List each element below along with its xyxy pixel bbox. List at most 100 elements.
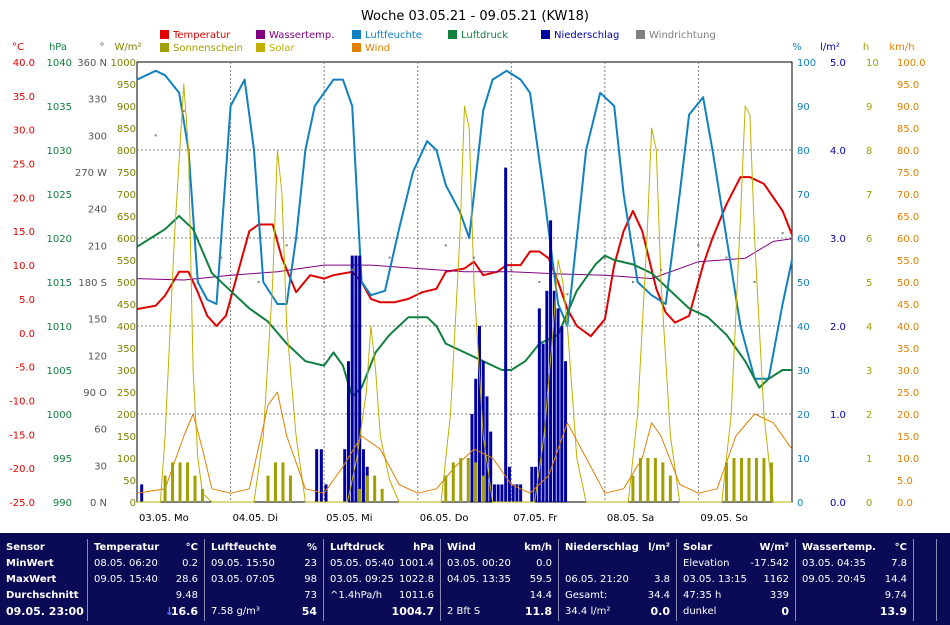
sonnenschein-bar — [646, 458, 650, 502]
temperature-max-value: 28.6 — [175, 574, 198, 585]
humidity-max-value: 98 — [304, 574, 317, 585]
niederschlag-bar — [556, 308, 560, 502]
precipitation-tick-label: 2.0 — [830, 322, 846, 333]
stats-wind-column: Wind km/h 03.05. 00:20 0.0 04.05. 13:35 59.… — [441, 539, 559, 621]
sunshine-tick-label: 7 — [866, 190, 872, 201]
sonnenschein-bar — [474, 462, 478, 502]
wind_speed-tick-label: 90.0 — [897, 102, 919, 113]
wind-max-time: 04.05. 13:35 — [447, 574, 511, 585]
solar-tick-label: 650 — [117, 212, 136, 223]
precipitation-current: 0.0 — [650, 605, 671, 618]
niederschlag-bar — [489, 431, 493, 502]
stats-sensor-column: Sensor MinWert MaxWert Durchschnitt 09.0… — [0, 539, 88, 621]
niederschlag-bar — [564, 361, 568, 502]
temperature-trend-arrow: ↓ — [164, 605, 174, 618]
solar-tick-label: 750 — [117, 168, 136, 179]
wind_speed-tick-label: 25.0 — [897, 388, 919, 399]
sonnenschein-bar — [451, 462, 455, 502]
wind-line — [136, 391, 793, 494]
humidity-tick-label: 60 — [797, 234, 810, 245]
niederschlag-bar — [560, 326, 564, 502]
chart-legend: Temperatur Wassertemp. Luftfeuchte Luftdruc… — [160, 30, 716, 54]
niederschlag-bar — [343, 449, 347, 502]
legend-swatch — [160, 30, 169, 39]
weather-week-chart: Woche 03.05.21 - 09.05.21 (KW18) Tempera… — [9, 9, 926, 524]
pressure-tick-label: 995 — [53, 454, 72, 465]
humidity-tick-label: 70 — [797, 190, 810, 201]
humidity-average: 73 — [304, 590, 317, 601]
niederschlag-bar — [530, 466, 534, 502]
windrichtung-point — [603, 256, 606, 259]
wind-direction: 2 Bft S — [447, 606, 481, 617]
windrichtung-point — [323, 281, 326, 283]
plot-border — [136, 61, 793, 503]
solar-average: 339 — [769, 590, 789, 601]
sonnenschein-bar — [732, 458, 736, 502]
sensor-min-label: MinWert — [6, 558, 54, 569]
niederschlag-bar — [507, 466, 511, 502]
pressure-tick-label: 1025 — [47, 190, 72, 201]
pressure-tick-label: 1005 — [47, 366, 72, 377]
sonnenschein-bar — [725, 462, 728, 502]
solar-tick-label: 400 — [117, 322, 136, 333]
niederschlag-bar — [492, 484, 496, 502]
stats-water-column: Wassertemp. °C 03.05. 04:35 7.8 09.05. 20:… — [796, 539, 914, 621]
sensor-now-label: 09.05. 23:00 — [6, 605, 84, 618]
sonnenschein-bar — [481, 475, 485, 502]
pressure-axis-unit: hPa — [49, 42, 67, 53]
sunshine-tick-label: 0 — [866, 498, 872, 509]
temperature-current: 16.6 — [170, 605, 198, 618]
windrichtung-point — [182, 109, 185, 112]
humidity-axis-unit: % — [792, 42, 802, 53]
legend-label: Luftdruck — [461, 30, 508, 41]
solar-tick-label: 250 — [117, 388, 136, 399]
sonnenschein-bar — [466, 458, 470, 502]
wind_speed-tick-label: 30.0 — [897, 366, 919, 377]
sonnenschein-bar — [273, 462, 277, 502]
solar-elevation-label: Elevation — [683, 558, 730, 569]
niederschlag-bar — [496, 484, 500, 502]
sonnenschein-bar — [201, 488, 204, 502]
humidity-max-time: 03.05. 07:05 — [211, 574, 275, 585]
stats-empty-column — [914, 539, 937, 621]
statistics-panel: Sensor MinWert MaxWert Durchschnitt 09.0… — [0, 533, 950, 625]
windrichtung-point — [472, 256, 475, 259]
sonnenschein-bar — [186, 462, 190, 502]
humidity-tick-label: 50 — [797, 278, 810, 289]
solar-sun-hours: 47:35 h — [683, 590, 722, 601]
sonnenschein-bar — [661, 462, 665, 502]
pressure-tick-label: 1020 — [47, 234, 72, 245]
wind_speed-tick-label: 100.0 — [897, 58, 926, 69]
pressure-max-value: 1022.8 — [399, 574, 434, 585]
wind_direction-tick-label: 270 W — [75, 168, 107, 179]
wind_speed-tick-label: 40.0 — [897, 322, 919, 333]
wind_speed-axis-unit: km/h — [889, 42, 914, 53]
windrichtung-point — [753, 281, 756, 283]
windrichtung-point — [416, 293, 419, 296]
wind-current: 11.8 — [524, 605, 552, 618]
sensor-avg-label: Durchschnitt — [6, 590, 79, 601]
windrichtung-point — [444, 244, 447, 247]
solar-tick-label: 900 — [117, 102, 136, 113]
stats-precipitation-column: Niederschlag l/m² 06.05. 21:20 3.8 Gesamt:… — [559, 539, 677, 621]
niederschlag-bar — [354, 255, 358, 502]
pressure-tick-label: 1010 — [47, 322, 72, 333]
legend-swatch — [541, 30, 550, 39]
wind-max-value: 59.5 — [529, 574, 552, 585]
chart-grid — [136, 61, 793, 503]
water-unit: °C — [894, 542, 907, 553]
precipitation-total-value: 34.4 — [647, 590, 670, 601]
wind_direction-tick-label: 240 — [88, 205, 107, 216]
solar-tick-label: 850 — [117, 124, 136, 135]
solar-elevation-value: -17.542 — [750, 558, 789, 569]
precipitation-tick-label: 0.0 — [830, 498, 846, 509]
solar-max-time: 03.05. 13:15 — [683, 574, 747, 585]
temperature-tick-label: -20.0 — [9, 464, 35, 475]
precipitation-tick-label: 5.0 — [830, 58, 846, 69]
niederschlag-bar — [315, 449, 319, 502]
windrichtung-points — [154, 109, 784, 296]
sonnenschein-bar — [281, 462, 285, 502]
wind_direction-tick-label: 360 N — [77, 58, 107, 69]
pressure-average: 1011.6 — [399, 590, 434, 601]
wind_speed-tick-label: 20.0 — [897, 410, 919, 421]
